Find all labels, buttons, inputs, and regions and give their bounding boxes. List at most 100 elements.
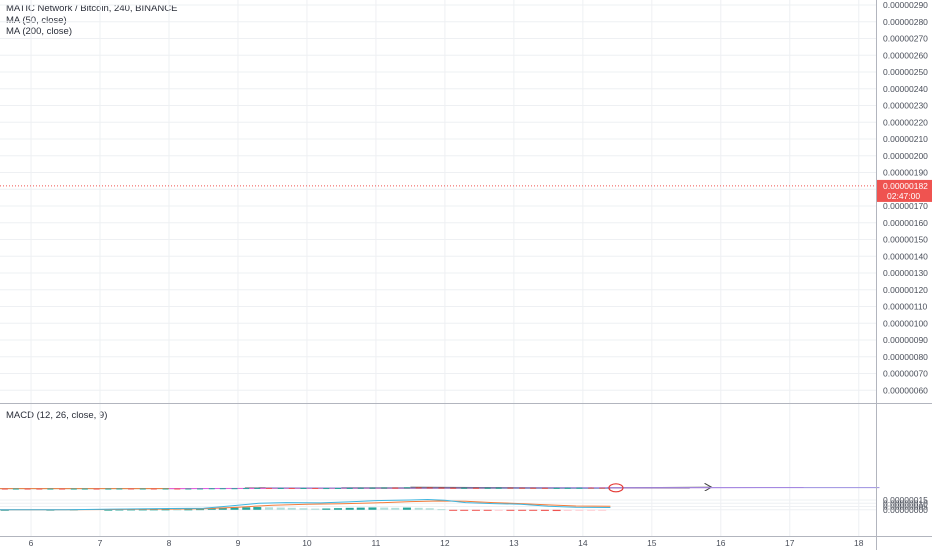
- candle-body: [472, 487, 479, 489]
- candle-body: [150, 488, 157, 490]
- price-y-tick-label: 0.00000270: [883, 34, 928, 44]
- macd-histogram-bar: [587, 509, 596, 511]
- macd-line: [0, 498, 611, 511]
- macd-histogram-bar: [207, 508, 216, 510]
- price-y-tick-label: 0.00000080: [883, 352, 928, 362]
- macd-histogram-bar: [552, 509, 561, 512]
- macd-histogram-bar: [518, 509, 527, 511]
- x-tick-label: 14: [578, 538, 588, 548]
- trend-drawings[interactable]: [168, 484, 880, 493]
- candle-body: [438, 487, 445, 489]
- price-y-tick-label: 0.00000240: [883, 84, 928, 94]
- candle-body: [139, 488, 146, 490]
- candle-body: [208, 488, 215, 490]
- candle-body: [576, 487, 583, 489]
- candle-body: [323, 488, 330, 490]
- ma50-legend[interactable]: MA (50, close): [6, 15, 67, 26]
- macd-histogram-bar: [494, 509, 503, 511]
- macd-histogram-bar: [598, 509, 607, 511]
- price-y-tick-label: 0.00000160: [883, 218, 928, 228]
- macd-histogram-bar: [425, 508, 434, 510]
- macd-histogram-bar: [276, 507, 285, 510]
- price-y-tick-label: 0.00000130: [883, 268, 928, 278]
- macd-histogram-bar: [253, 507, 262, 510]
- candle-body: [24, 488, 31, 490]
- candle-body: [36, 488, 43, 490]
- price-y-tick-label: 0.00000110: [883, 302, 928, 312]
- price-y-tick-label: 0.00000170: [883, 201, 928, 211]
- candle-body: [484, 487, 491, 489]
- price-y-tick-label: 0.00000070: [883, 369, 928, 379]
- price-y-tick-label: 0.00000230: [883, 101, 928, 111]
- price-y-tick-label: 0.00000120: [883, 285, 928, 295]
- macd-histogram-bar: [449, 509, 458, 511]
- candle-body: [426, 487, 433, 489]
- macd-histogram-bar: [149, 509, 158, 511]
- macd-histogram-bar: [356, 507, 365, 510]
- ma200-legend[interactable]: MA (200, close): [6, 26, 72, 37]
- price-y-tick-label: 0.00000250: [883, 67, 928, 77]
- candle-body: [59, 488, 66, 490]
- macd-y-tick-label: 0.00000000: [883, 505, 928, 515]
- x-tick-label: 6: [29, 538, 34, 548]
- candle-body: [231, 488, 238, 490]
- macd-histogram-bar: [104, 509, 113, 511]
- price-y-tick-label: 0.00000140: [883, 251, 928, 261]
- macd-y-tick-label: 0.00000015: [883, 495, 928, 505]
- price-y-tick-label: 0.00000200: [883, 151, 928, 161]
- price-y-tick-label: 0.00000190: [883, 168, 928, 178]
- macd-histogram-bar: [218, 507, 227, 510]
- candle-body: [105, 488, 112, 490]
- macd-histogram-bar: [299, 508, 308, 510]
- macd-legend[interactable]: MACD (12, 26, close, 9): [6, 410, 108, 421]
- candle-body: [185, 488, 192, 490]
- candle-body: [219, 488, 226, 490]
- candle-body: [128, 488, 135, 490]
- candles: [1, 487, 606, 490]
- macd-histogram-bar: [506, 509, 515, 511]
- x-tick-label: 11: [372, 538, 381, 548]
- candle-body: [346, 487, 353, 489]
- macd-histogram-bar: [115, 509, 124, 511]
- candle-body: [12, 488, 19, 490]
- candle-body: [288, 487, 295, 489]
- price-y-tick-label: 0.00000100: [883, 318, 928, 328]
- macd-histogram-bar: [345, 507, 354, 510]
- macd-histogram-bar: [184, 509, 193, 511]
- x-tick-label: 9: [236, 538, 241, 548]
- candle-body: [403, 487, 410, 489]
- candle-body: [243, 488, 250, 490]
- candle-body: [357, 487, 364, 489]
- macd-histogram-bar: [380, 507, 389, 510]
- candle-body: [392, 487, 399, 489]
- candle-body: [553, 487, 560, 489]
- candle-body: [564, 487, 571, 489]
- candle-body: [1, 488, 8, 490]
- candle-body: [197, 488, 204, 490]
- macd-histogram-bar: [575, 509, 584, 511]
- candle-body: [369, 487, 376, 489]
- candle-body: [599, 487, 606, 489]
- candle-body: [254, 487, 261, 489]
- macd-histogram-bar: [230, 507, 239, 510]
- macd-histogram-bar: [265, 507, 274, 510]
- candle-body: [541, 487, 548, 489]
- macd-y-tick-label: 0.00000010: [883, 498, 928, 508]
- grid: [0, 0, 876, 536]
- x-tick-label: 10: [302, 538, 312, 548]
- macd-histogram-bar: [196, 509, 205, 511]
- candle-body: [312, 487, 319, 489]
- x-tick-label: 18: [854, 538, 864, 548]
- x-tick-label: 16: [716, 538, 726, 548]
- price-y-tick-label: 0.00000280: [883, 17, 928, 27]
- price-y-tick-label: 0.00000150: [883, 235, 928, 245]
- macd-histogram-bar: [242, 507, 251, 510]
- candle-body: [507, 487, 514, 489]
- macd-signal-line: [0, 500, 611, 511]
- macd-histogram-bar: [138, 509, 147, 511]
- x-tick-label: 13: [509, 538, 519, 548]
- candle-body: [174, 488, 181, 490]
- macd-histogram-bar: [563, 509, 572, 511]
